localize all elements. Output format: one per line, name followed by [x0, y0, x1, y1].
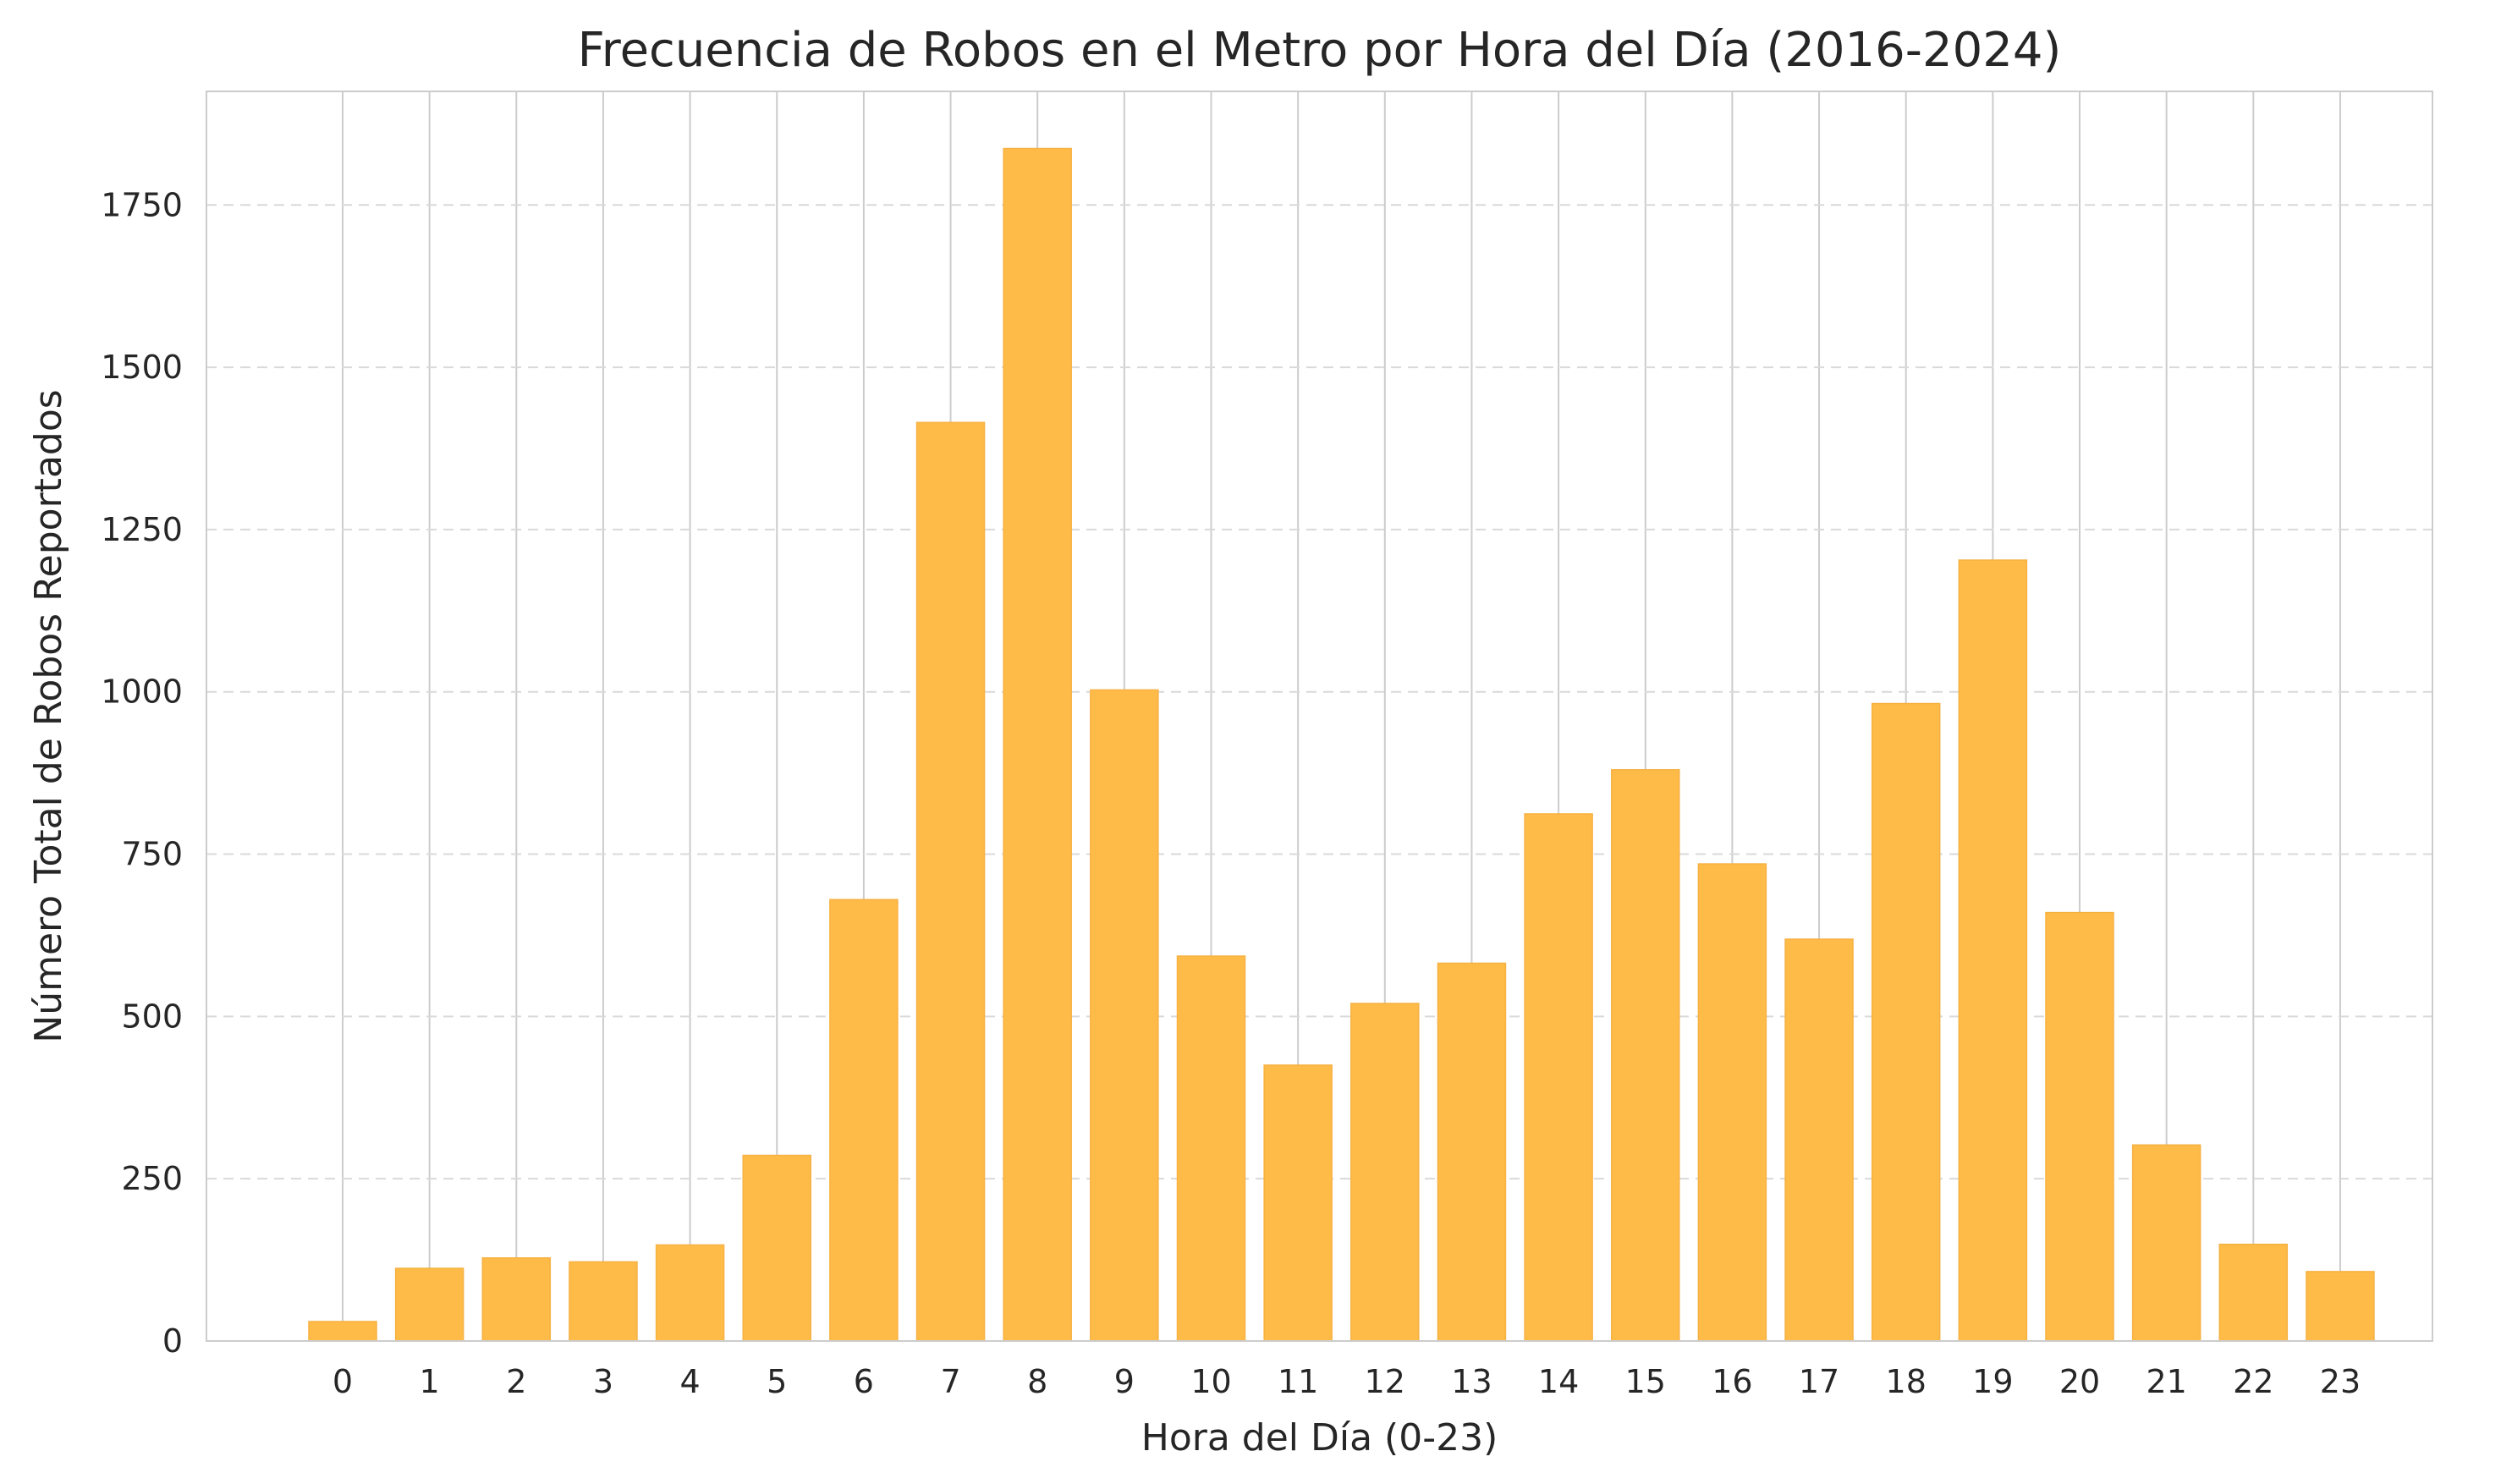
bar-hour-2	[481, 1257, 552, 1342]
x-tick-label: 16	[1712, 1363, 1752, 1400]
plot-area-frame	[206, 91, 2433, 1342]
x-tick-label: 12	[1365, 1363, 1405, 1400]
bar-hour-6	[829, 899, 899, 1342]
bar-hour-23	[2306, 1271, 2375, 1342]
bar-hour-0	[308, 1321, 377, 1342]
y-tick-labels: 0 250 500 750 1000 1250 1500 1750	[101, 186, 183, 1360]
y-tick-label: 1500	[101, 349, 183, 386]
bar-hour-13	[1437, 962, 1507, 1342]
x-tick-label: 7	[940, 1363, 960, 1400]
bars-group	[308, 147, 2375, 1342]
bar-hour-20	[2045, 911, 2114, 1342]
x-tick-label: 17	[1799, 1363, 1839, 1400]
x-tick-label: 13	[1451, 1363, 1492, 1400]
bar-hour-18	[1871, 702, 1941, 1342]
x-tick-labels: 0 1 2 3 4 5 6 7 8 9 10 11 12 13 14 15 16 17 18 19 20 21 22 23	[333, 1363, 2361, 1400]
bar-hour-8	[1003, 147, 1072, 1342]
x-tick-label: 14	[1538, 1363, 1579, 1400]
x-tick-label: 23	[2320, 1363, 2361, 1400]
x-axis-label: Hora del Día (0-23)	[1141, 1416, 1498, 1459]
bar-hour-5	[742, 1154, 811, 1342]
bar-hour-11	[1263, 1064, 1333, 1342]
bar-hour-14	[1524, 813, 1593, 1342]
bar-hour-3	[569, 1261, 638, 1342]
x-tick-label: 22	[2233, 1363, 2273, 1400]
x-tick-label: 1	[420, 1363, 440, 1400]
bar-hour-7	[915, 421, 986, 1342]
y-tick-label: 250	[121, 1160, 183, 1197]
bar-hour-9	[1090, 689, 1159, 1342]
x-tick-label: 18	[1886, 1363, 1927, 1400]
y-tick-label: 0	[162, 1322, 183, 1360]
bar-hour-22	[2218, 1243, 2289, 1342]
bar-hour-15	[1611, 769, 1680, 1342]
bar-hour-1	[394, 1267, 464, 1342]
x-tick-label: 3	[593, 1363, 613, 1400]
x-tick-label: 10	[1190, 1363, 1231, 1400]
bar-hour-21	[2131, 1144, 2201, 1342]
x-tick-label: 5	[767, 1363, 787, 1400]
bar-hour-4	[655, 1244, 725, 1342]
x-tick-label: 9	[1114, 1363, 1135, 1400]
x-tick-label: 20	[2059, 1363, 2100, 1400]
x-tick-label: 21	[2146, 1363, 2186, 1400]
x-tick-label: 2	[506, 1363, 526, 1400]
y-tick-label: 750	[121, 836, 183, 873]
bar-hour-10	[1176, 955, 1246, 1342]
bar-hour-17	[1784, 938, 1854, 1342]
y-tick-label: 1750	[101, 186, 183, 223]
x-tick-label: 8	[1027, 1363, 1047, 1400]
x-tick-label: 19	[1972, 1363, 2013, 1400]
y-tick-label: 1000	[101, 673, 183, 711]
chart-title: Frecuencia de Robos en el Metro por Hora…	[578, 23, 2062, 78]
x-tick-label: 4	[680, 1363, 701, 1400]
bar-hour-16	[1697, 863, 1767, 1342]
x-tick-label: 15	[1625, 1363, 1666, 1400]
x-tick-label: 6	[854, 1363, 874, 1400]
x-tick-label: 11	[1278, 1363, 1318, 1400]
y-tick-label: 1250	[101, 511, 183, 548]
y-axis-label: Número Total de Robos Reportados	[27, 389, 70, 1042]
y-tick-label: 500	[121, 998, 183, 1035]
bar-hour-19	[1958, 559, 2028, 1342]
x-tick-label: 0	[333, 1363, 353, 1400]
bar-hour-12	[1350, 1003, 1420, 1342]
